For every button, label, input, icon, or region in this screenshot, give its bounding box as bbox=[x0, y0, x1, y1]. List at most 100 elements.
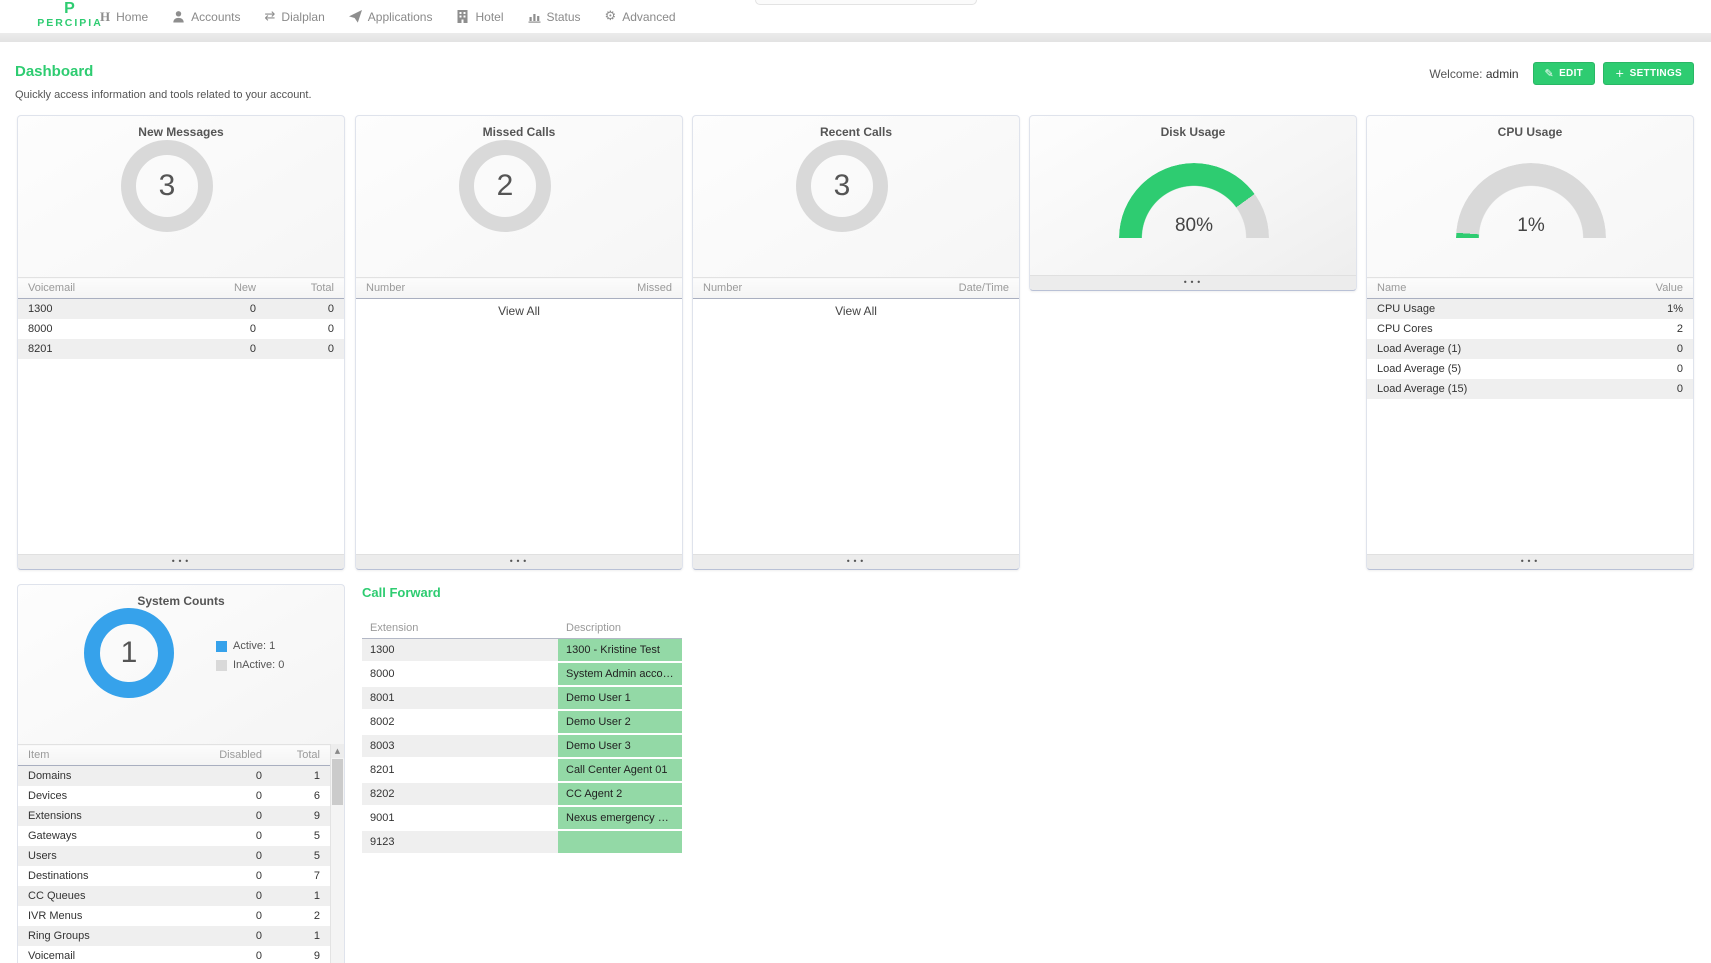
table-row: Load Average (1) 0 bbox=[1367, 339, 1693, 359]
system-counts-table-zone: Item Disabled Total Domains 0 1 Devi bbox=[18, 744, 344, 963]
name-cell: Load Average (1) bbox=[1367, 339, 1623, 359]
table-row[interactable]: 8202 CC Agent 2 bbox=[362, 782, 682, 807]
total-cell: 2 bbox=[313, 910, 320, 922]
table-row[interactable]: 8001 Demo User 1 bbox=[362, 686, 682, 711]
table-row[interactable]: Devices 0 6 bbox=[18, 786, 330, 806]
total-cell: 0 bbox=[327, 323, 334, 335]
disabled-cell: 0 bbox=[255, 830, 262, 842]
table-row[interactable]: 9001 Nexus emergency alert e... bbox=[362, 806, 682, 831]
column-header-disabled: Disabled bbox=[167, 744, 272, 766]
user-icon bbox=[173, 11, 184, 23]
legend-swatch-inactive bbox=[216, 659, 227, 671]
card-expander[interactable]: ••• bbox=[1367, 554, 1693, 569]
recent-calls-count: 3 bbox=[833, 169, 851, 202]
nav-item-label: Hotel bbox=[475, 9, 504, 24]
table-row[interactable]: 8000 0 0 bbox=[18, 319, 344, 339]
nav-item-status[interactable]: Status bbox=[528, 10, 581, 24]
item-cell: Extensions bbox=[18, 806, 167, 826]
missed-calls-view-all-link[interactable]: View All bbox=[498, 304, 540, 318]
card-expander[interactable]: ••• bbox=[693, 554, 1019, 569]
nav-item-hotel[interactable]: Hotel bbox=[456, 9, 504, 24]
disabled-cell: 0 bbox=[167, 926, 272, 946]
total-cell: 6 bbox=[313, 790, 320, 802]
nav-item-label: Accounts bbox=[191, 9, 241, 24]
table-row: Load Average (15) 0 bbox=[1367, 379, 1693, 399]
disabled-cell: 0 bbox=[255, 950, 262, 962]
disabled-cell: 0 bbox=[255, 910, 262, 922]
table-row[interactable]: 9123 bbox=[362, 830, 682, 855]
item-cell: CC Queues bbox=[18, 886, 167, 906]
item-cell: Gateways bbox=[28, 830, 77, 842]
welcome-text: Welcome: admin bbox=[1429, 67, 1518, 81]
column-header-new: New bbox=[176, 277, 266, 299]
total-cell: 9 bbox=[272, 806, 330, 826]
card-title: System Counts bbox=[137, 594, 225, 608]
value-cell: 0 bbox=[1623, 339, 1693, 359]
table-row[interactable]: 1300 1300 - Kristine Test bbox=[362, 638, 682, 663]
disabled-cell: 0 bbox=[167, 765, 272, 786]
table-row: CPU Usage 1% bbox=[1367, 298, 1693, 319]
nav-item-home[interactable]: H Home bbox=[100, 9, 148, 25]
settings-button[interactable]: + SETTINGS bbox=[1603, 62, 1694, 85]
percipia-logo[interactable]: P PERCIPIA bbox=[24, 1, 116, 30]
nav-item-accounts[interactable]: Accounts bbox=[172, 9, 241, 24]
header-actions: Welcome: admin ✎ EDIT + SETTINGS bbox=[1429, 62, 1694, 85]
voicemail-cell: 8201 bbox=[18, 339, 176, 359]
table-row[interactable]: Voicemail 0 9 bbox=[18, 946, 330, 963]
table-row[interactable]: Users 0 5 bbox=[18, 846, 330, 866]
table-row[interactable]: 8003 Demo User 3 bbox=[362, 734, 682, 759]
table-row[interactable]: 1300 0 0 bbox=[18, 298, 344, 319]
column-header-description: Description bbox=[558, 618, 682, 639]
column-header-number: Number bbox=[693, 277, 856, 299]
settings-button-label: SETTINGS bbox=[1629, 68, 1682, 79]
item-cell: IVR Menus bbox=[28, 910, 83, 922]
column-header-number: Number bbox=[356, 277, 519, 299]
table-row[interactable]: Extensions 0 9 bbox=[18, 806, 330, 826]
extension-cell: 8000 bbox=[362, 662, 558, 687]
table-row[interactable]: Gateways 0 5 bbox=[18, 826, 330, 846]
total-cell: 5 bbox=[313, 830, 320, 842]
table-row[interactable]: 8002 Demo User 2 bbox=[362, 710, 682, 735]
nav-item-advanced[interactable]: ⚙ Advanced bbox=[605, 10, 676, 24]
scrollbar-thumb[interactable] bbox=[332, 759, 343, 805]
disk-usage-percent: 80% bbox=[1174, 215, 1214, 236]
table-row[interactable]: Domains 0 1 bbox=[18, 765, 330, 786]
call-forward-table: Extension Description 1300 1300 - Kristi… bbox=[362, 618, 682, 855]
nav-item-dialplan[interactable]: ⇄ Dialplan bbox=[265, 10, 325, 24]
system-counts-legend: Active: 1 InActive: 0 bbox=[216, 640, 284, 671]
recent-calls-view-all-link[interactable]: View All bbox=[835, 304, 877, 318]
table-row[interactable]: IVR Menus 0 2 bbox=[18, 906, 330, 926]
name-cell: CPU Cores bbox=[1377, 323, 1433, 335]
card-title: Disk Usage bbox=[1160, 125, 1226, 139]
card-expander[interactable]: ••• bbox=[18, 554, 344, 569]
missed-calls-count: 2 bbox=[496, 169, 514, 202]
card-expander[interactable]: ••• bbox=[356, 554, 682, 569]
column-header-missed: Missed bbox=[519, 277, 682, 299]
table-row[interactable]: Destinations 0 7 bbox=[18, 866, 330, 886]
welcome-label: Welcome: bbox=[1429, 66, 1483, 81]
total-cell: 7 bbox=[313, 870, 320, 882]
table-row[interactable]: 8201 Call Center Agent 01 bbox=[362, 758, 682, 783]
cpu-usage-table: Name Value CPU Usage 1% CPU Cores 2 bbox=[1367, 277, 1693, 399]
nav-item-applications[interactable]: Applications bbox=[348, 10, 432, 24]
page-title: Dashboard bbox=[15, 63, 94, 80]
column-header-total: Total bbox=[266, 277, 344, 299]
card-missed-calls: Missed Calls 2 Number Missed View All ••… bbox=[355, 115, 683, 570]
edit-button[interactable]: ✎ EDIT bbox=[1532, 62, 1596, 85]
description-cell bbox=[558, 830, 682, 855]
table-row[interactable]: Ring Groups 0 1 bbox=[18, 926, 330, 946]
table-row[interactable]: 8000 System Admin account bbox=[362, 662, 682, 687]
column-header-total: Total bbox=[272, 744, 330, 766]
card-expander[interactable]: ••• bbox=[1030, 275, 1356, 290]
card-title: New Messages bbox=[138, 125, 224, 139]
disabled-cell: 0 bbox=[255, 790, 262, 802]
description-cell: Call Center Agent 01 bbox=[558, 758, 682, 783]
item-cell: Devices bbox=[28, 790, 68, 802]
voicemail-cell: 8000 bbox=[28, 323, 53, 335]
system-counts-scrollbar[interactable]: ▲ bbox=[330, 744, 344, 963]
description-cell: System Admin account bbox=[558, 662, 682, 687]
table-row[interactable]: CC Queues 0 1 bbox=[18, 886, 330, 906]
scroll-up-arrow-icon[interactable]: ▲ bbox=[331, 744, 344, 758]
column-header-voicemail: Voicemail bbox=[18, 277, 176, 299]
table-row[interactable]: 8201 0 0 bbox=[18, 339, 344, 359]
